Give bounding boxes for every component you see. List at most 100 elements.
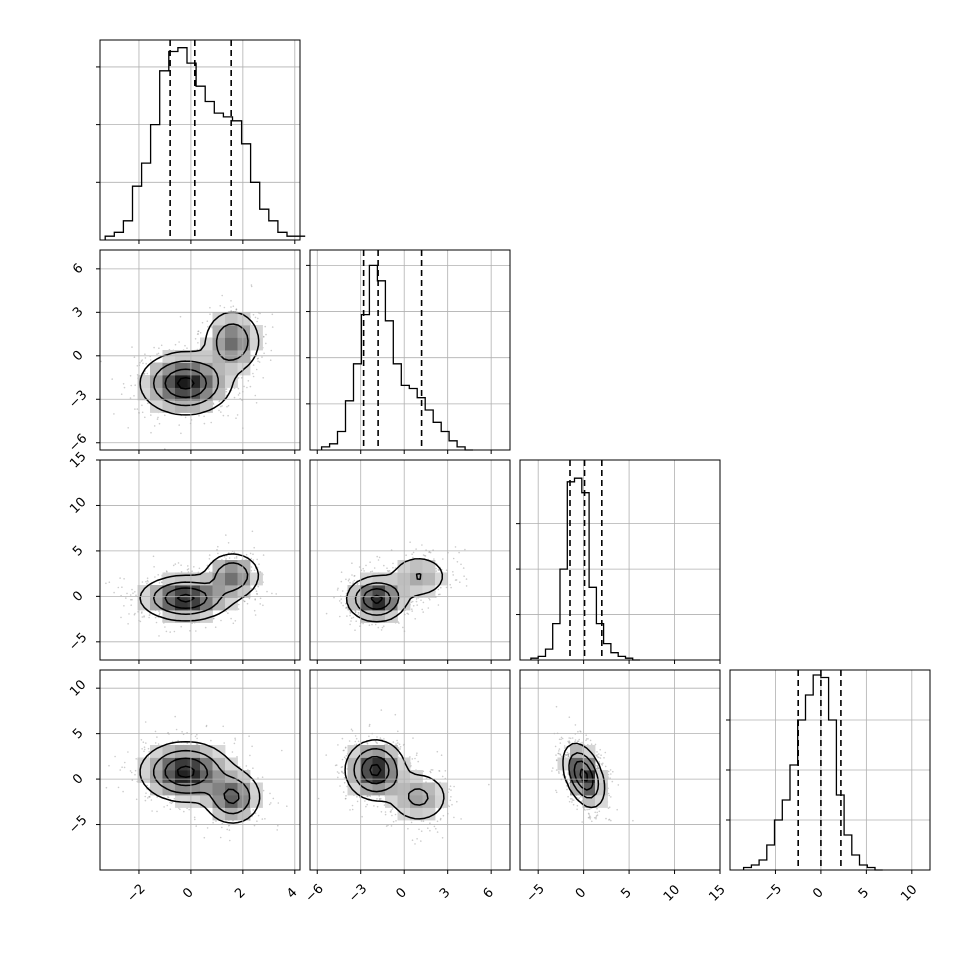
scatter-point <box>227 414 229 417</box>
scatter-point <box>219 305 221 307</box>
density-cell <box>372 757 386 771</box>
scatter-point <box>380 811 383 813</box>
scatter-point <box>117 786 120 789</box>
scatter-point <box>342 791 345 793</box>
scatter-point <box>392 562 394 565</box>
scatter-point <box>334 764 337 767</box>
scatter-point <box>196 737 198 740</box>
scatter-point <box>250 569 253 572</box>
scatter-point <box>170 802 173 805</box>
scatter-point <box>343 776 346 779</box>
contour-level-1 <box>152 749 251 815</box>
scatter-point <box>411 608 413 610</box>
density-cell <box>385 572 398 586</box>
scatter-point <box>165 630 168 633</box>
scatter-point <box>157 416 159 419</box>
scatter-point <box>123 605 125 607</box>
scatter-point <box>430 769 433 771</box>
scatter-point <box>164 626 166 628</box>
scatter-point <box>228 552 230 554</box>
scatter-point <box>181 731 183 733</box>
scatter-point <box>268 803 271 806</box>
density-cell <box>225 312 238 326</box>
scatter-point <box>409 756 411 758</box>
scatter-point <box>221 826 223 829</box>
scatter-point <box>150 431 152 434</box>
scatter-point <box>266 590 268 593</box>
scatter-point <box>198 567 201 570</box>
scatter-point <box>357 613 360 616</box>
scatter-point <box>129 594 132 596</box>
scatter-point <box>164 414 166 417</box>
scatter-point <box>159 612 161 614</box>
scatter-point <box>203 415 205 418</box>
scatter-point <box>134 384 136 387</box>
scatter-point <box>436 750 439 753</box>
scatter-point <box>201 321 204 324</box>
scatter-point <box>234 739 237 741</box>
scatter-point <box>141 411 144 414</box>
scatter-point <box>414 757 416 760</box>
scatter-point <box>252 364 255 366</box>
scatter-point <box>145 362 147 365</box>
scatter-point <box>377 559 380 561</box>
scatter-point <box>234 557 236 559</box>
scatter-point <box>379 798 381 801</box>
scatter-point <box>377 626 380 629</box>
density-cell <box>347 757 361 771</box>
scatter-point <box>143 616 145 618</box>
scatter-point <box>233 396 236 399</box>
scatter-point <box>144 416 146 419</box>
panel-frame <box>99 669 301 871</box>
scatter-point <box>218 409 220 412</box>
scatter-point <box>139 620 142 623</box>
density-cell <box>435 795 448 808</box>
scatter-point <box>252 559 255 561</box>
scatter-point <box>608 806 611 808</box>
scatter-point <box>100 360 102 363</box>
scatter-point <box>344 747 347 749</box>
scatter-point <box>585 739 587 742</box>
scatter-point <box>440 754 443 756</box>
density-cell <box>372 782 386 796</box>
density-cell <box>212 560 226 573</box>
scatter-point <box>174 563 177 565</box>
scatter-point <box>555 705 558 708</box>
scatter-point <box>172 564 175 567</box>
scatter-point <box>397 742 399 744</box>
scatter-point <box>598 810 601 813</box>
density-cell <box>212 770 226 783</box>
scatter-point <box>245 553 248 556</box>
density-cell <box>347 782 361 796</box>
scatter-point <box>133 356 136 359</box>
scatter-point <box>223 555 226 558</box>
scatter-point <box>140 360 143 362</box>
scatter-point <box>221 405 223 407</box>
scatter-point <box>254 394 257 397</box>
scatter-point <box>123 578 125 580</box>
scatter-point <box>129 375 132 377</box>
scatter-point <box>340 602 343 604</box>
scatter-point <box>204 626 207 629</box>
scatter-point <box>129 397 132 399</box>
scatter-point <box>122 383 125 385</box>
scatter-point <box>183 810 185 813</box>
scatter-point <box>574 739 577 741</box>
scatter-point <box>239 766 241 768</box>
scatter-point <box>353 579 356 582</box>
scatter-point <box>194 735 197 738</box>
scatter-point <box>251 530 254 533</box>
scatter-point <box>250 566 253 568</box>
scatter-point <box>376 805 379 808</box>
scatter-point <box>180 625 182 628</box>
scatter-point <box>133 613 136 616</box>
scatter-point <box>607 792 610 795</box>
scatter-point <box>119 769 121 771</box>
scatter-point <box>256 820 258 822</box>
scatter-point <box>262 604 264 607</box>
scatter-point <box>230 300 232 302</box>
contour-level-1 <box>353 748 429 806</box>
scatter-point <box>259 597 262 600</box>
scatter-point <box>394 813 397 816</box>
scatter-point <box>415 600 418 603</box>
